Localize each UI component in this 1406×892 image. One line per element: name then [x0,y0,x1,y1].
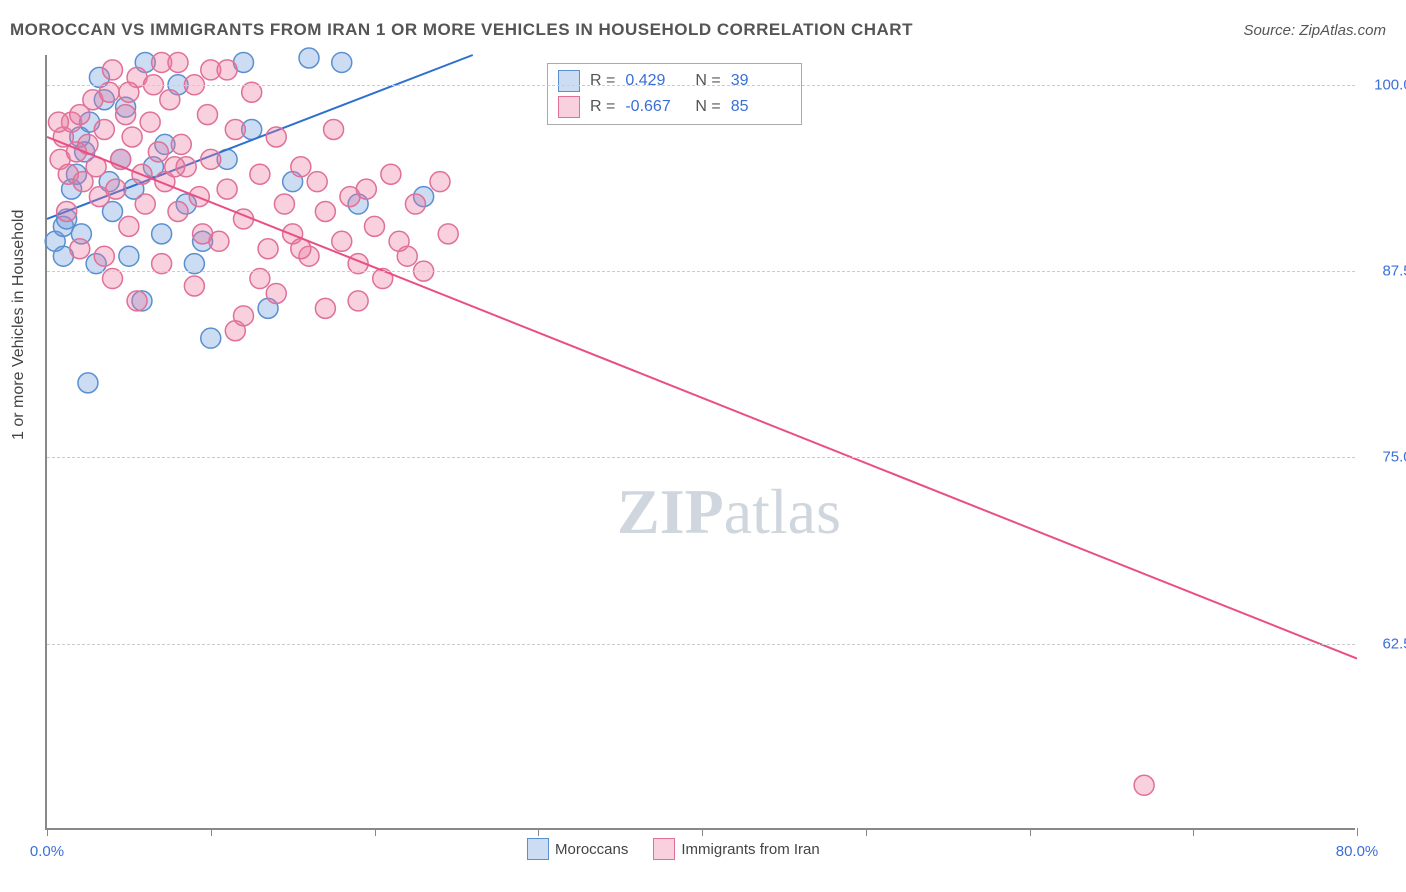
data-point [332,52,352,72]
data-point [197,105,217,125]
r-value: -0.667 [625,98,685,116]
x-tick [538,828,539,836]
data-point [258,239,278,259]
y-axis-label: 1 or more Vehicles in Household [10,210,28,440]
data-point [135,194,155,214]
data-point [201,149,221,169]
stats-legend-row: R = 0.429 N = 39 [558,68,791,94]
x-tick-label: 80.0% [1336,843,1379,860]
data-point [103,60,123,80]
data-point [168,201,188,221]
data-point [106,179,126,199]
data-point [225,120,245,140]
data-point [201,328,221,348]
legend-swatch [527,838,549,860]
data-point [217,179,237,199]
legend-swatch [558,96,580,118]
data-point [348,291,368,311]
data-point [332,231,352,251]
data-point [266,283,286,303]
gridline [47,644,1355,645]
data-point [57,201,77,221]
stats-legend: R = 0.429 N = 39 R = -0.667 N = 85 [547,63,802,125]
series-legend: Moroccans Immigrants from Iran [527,838,820,860]
x-tick [211,828,212,836]
gridline [47,85,1355,86]
data-point [70,239,90,259]
r-value: 0.429 [625,72,685,90]
data-point [291,157,311,177]
n-value: 85 [731,98,791,116]
chart-plot-area: ZIPatlas R =0.429N =39R =-0.667N =85 Mor… [45,55,1355,830]
data-point [381,164,401,184]
x-tick [47,828,48,836]
series-legend-item: Immigrants from Iran [653,838,819,860]
x-tick [702,828,703,836]
scatter-svg [47,55,1355,828]
trend-line [47,137,1357,659]
data-point [234,306,254,326]
x-tick [1030,828,1031,836]
r-label: R = [590,72,615,90]
data-point [266,127,286,147]
x-tick [375,828,376,836]
data-point [78,373,98,393]
data-point [315,298,335,318]
n-value: 39 [731,72,791,90]
data-point [299,48,319,68]
data-point [193,224,213,244]
data-point [165,157,185,177]
data-point [315,201,335,221]
y-tick-label: 62.5% [1365,635,1406,652]
y-tick-label: 87.5% [1365,263,1406,280]
data-point [127,291,147,311]
data-point [184,276,204,296]
series-name: Immigrants from Iran [681,841,819,858]
x-tick-label: 0.0% [30,843,64,860]
data-point [389,231,409,251]
data-point [307,172,327,192]
x-tick [1193,828,1194,836]
data-point [356,179,376,199]
chart-title: MOROCCAN VS IMMIGRANTS FROM IRAN 1 OR MO… [10,20,913,40]
data-point [94,246,114,266]
data-point [116,105,136,125]
n-label: N = [695,98,720,116]
data-point [250,164,270,184]
data-point [148,142,168,162]
data-point [119,246,139,266]
data-point [168,52,188,72]
gridline [47,271,1355,272]
r-label: R = [590,98,615,116]
x-tick [1357,828,1358,836]
data-point [140,112,160,132]
x-tick [866,828,867,836]
legend-swatch [558,70,580,92]
gridline [47,457,1355,458]
data-point [217,60,237,80]
data-point [152,224,172,244]
n-label: N = [695,72,720,90]
data-point [365,216,385,236]
y-tick-label: 75.0% [1365,449,1406,466]
data-point [122,127,142,147]
data-point [94,120,114,140]
data-point [405,194,425,214]
data-point [274,194,294,214]
series-legend-item: Moroccans [527,838,628,860]
y-tick-label: 100.0% [1365,76,1406,93]
data-point [324,120,344,140]
data-point [430,172,450,192]
data-point [438,224,458,244]
data-point [160,90,180,110]
stats-legend-row: R = -0.667 N = 85 [558,94,791,120]
series-name: Moroccans [555,841,628,858]
data-point [1134,775,1154,795]
data-point [48,112,68,132]
data-point [171,134,191,154]
legend-swatch [653,838,675,860]
source-attribution: Source: ZipAtlas.com [1243,22,1386,39]
data-point [119,216,139,236]
